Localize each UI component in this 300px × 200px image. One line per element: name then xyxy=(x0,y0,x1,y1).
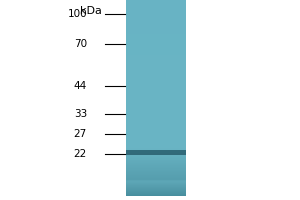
Text: 27: 27 xyxy=(74,129,87,139)
Bar xyxy=(126,150,186,154)
Text: kDa: kDa xyxy=(80,6,102,16)
Text: 70: 70 xyxy=(74,39,87,49)
Text: 33: 33 xyxy=(74,109,87,119)
Text: 22: 22 xyxy=(74,149,87,159)
Text: 44: 44 xyxy=(74,81,87,91)
Text: 100: 100 xyxy=(68,9,87,19)
